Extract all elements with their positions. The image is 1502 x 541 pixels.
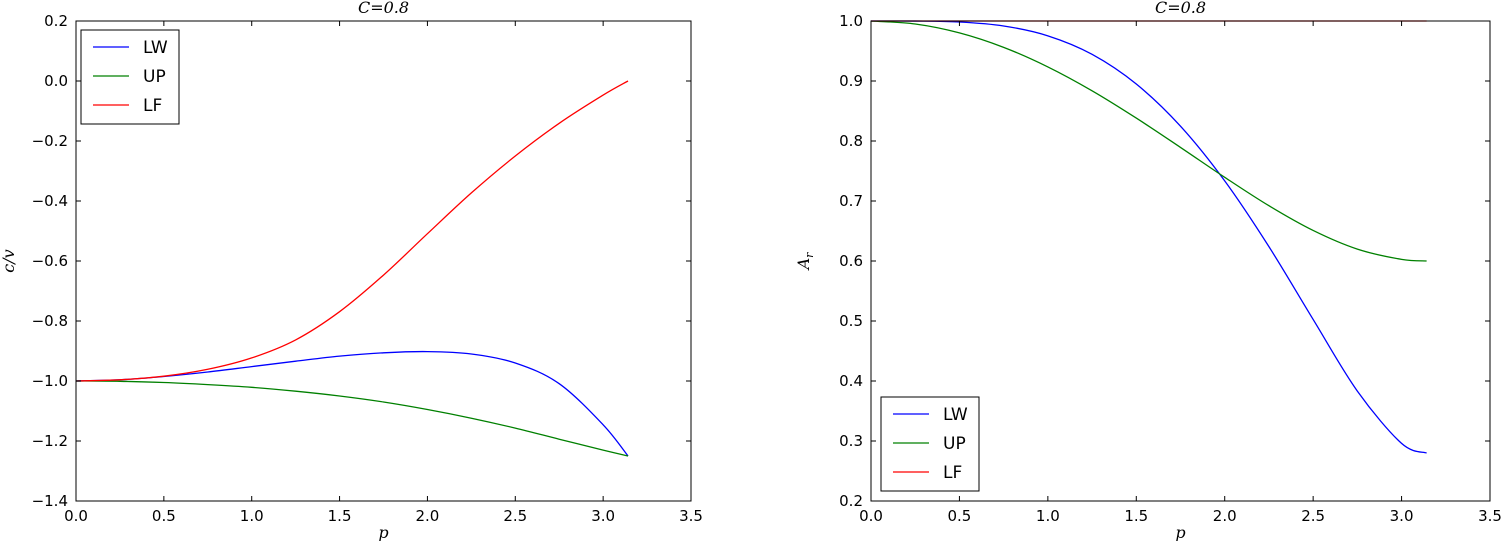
x-tick-label: 0.5 [152, 507, 176, 525]
legend-label: LF [143, 96, 162, 116]
x-tick-label: 0.0 [64, 507, 88, 525]
x-tick-label: 3.0 [591, 507, 615, 525]
legend-box [880, 396, 980, 492]
legend-label: LF [943, 463, 962, 483]
series-line-lw [870, 20, 1427, 454]
y-tick-label: 0.0 [44, 72, 68, 90]
x-tick-label: 3.5 [1478, 507, 1502, 525]
y-tick-label: 0.4 [839, 372, 863, 390]
y-tick-label: −1.4 [32, 492, 68, 510]
series-line-lw [75, 350, 629, 457]
legend-label: LW [143, 38, 168, 58]
y-tick-label: 0.7 [839, 192, 863, 210]
y-axis-label: c/v [0, 249, 18, 272]
x-tick-label: 1.0 [1036, 507, 1060, 525]
y-tick-label: 0.2 [839, 492, 863, 510]
chart-title: C=0.8 [358, 0, 409, 17]
x-tick-label: 2.0 [1213, 507, 1237, 525]
y-tick-label: −0.6 [32, 252, 68, 270]
y-tick-label: 0.6 [839, 252, 863, 270]
x-tick-label: 1.0 [240, 507, 264, 525]
legend: LW UP LF [80, 29, 180, 125]
y-tick-label: −1.0 [32, 372, 68, 390]
x-tick-label: 2.5 [1301, 507, 1325, 525]
chart-title: C=0.8 [1155, 0, 1206, 17]
y-axis-label: Ar [794, 252, 816, 272]
x-tick-label: 3.5 [679, 507, 703, 525]
y-tick-label: 0.2 [44, 12, 68, 30]
x-tick-label: 3.0 [1390, 507, 1414, 525]
y-tick-label: 0.5 [839, 312, 863, 330]
y-tick-label: 1.0 [839, 12, 863, 30]
x-tick-label: 1.5 [1124, 507, 1148, 525]
x-tick-label: 0.0 [859, 507, 883, 525]
y-tick-label: 0.9 [839, 72, 863, 90]
y-tick-label: 0.3 [839, 432, 863, 450]
legend-label: UP [143, 67, 166, 87]
y-tick-label: 0.8 [839, 132, 863, 150]
series-line-up [75, 380, 629, 457]
legend-label: UP [943, 434, 966, 454]
x-axis-label: p [1175, 523, 1185, 541]
legend-label: LW [943, 405, 968, 425]
x-tick-label: 2.5 [503, 507, 527, 525]
x-tick-label: 0.5 [947, 507, 971, 525]
y-tick-label: −0.2 [32, 132, 68, 150]
series-line-lf [75, 80, 629, 382]
chart-panel-2: 0.0 0.5 1.0 1.5 2.0 2.5 3.0 3.5 1.0 0.9 0.8 0.7 0.6 0… [794, 0, 1502, 541]
x-axis-label: p [378, 523, 388, 541]
y-tick-label: −1.2 [32, 432, 68, 450]
legend: LW UP LF [880, 396, 980, 492]
x-tick-label: 2.0 [415, 507, 439, 525]
x-tick-label: 1.5 [328, 507, 352, 525]
chart-panel-1: 0.0 0.5 1.0 1.5 2.0 2.5 3.0 3.5 0.2 0.0 −0.2 −0.4 −0… [0, 0, 703, 541]
series-line-up [870, 20, 1427, 262]
y-tick-label: −0.4 [32, 192, 68, 210]
legend-box [80, 29, 180, 125]
y-tick-label: −0.8 [32, 312, 68, 330]
